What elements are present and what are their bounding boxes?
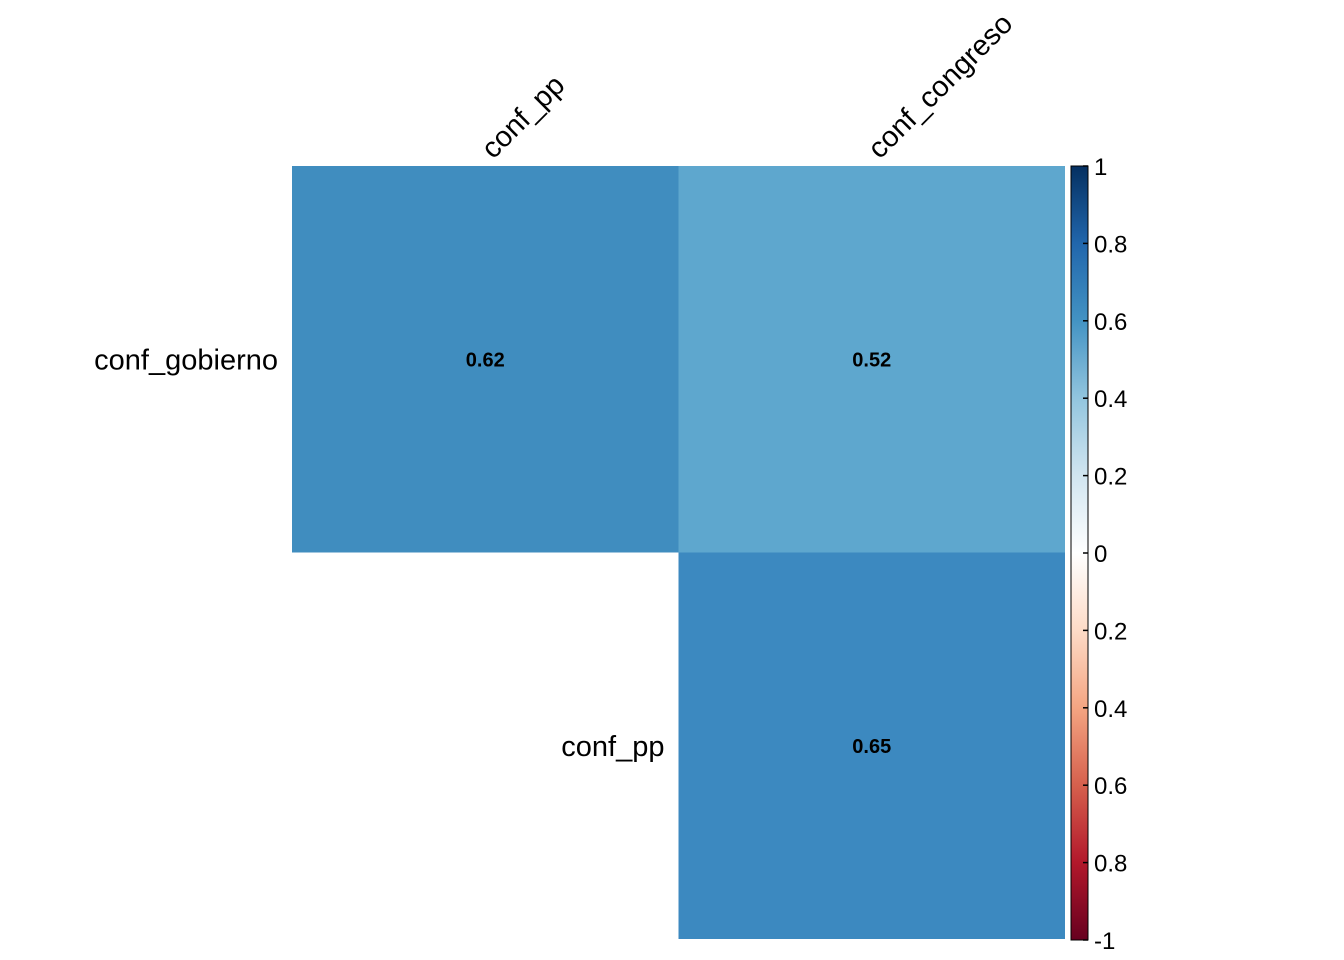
cell-conf-gobierno-conf-congreso bbox=[678, 166, 1065, 553]
cell-value-label: 0.65 bbox=[852, 736, 891, 758]
colorbar-tick-label: 0.2 bbox=[1094, 618, 1127, 645]
row-label-conf-gobierno: conf_gobierno bbox=[94, 344, 278, 376]
cell-value-label: 0.52 bbox=[852, 349, 891, 371]
column-labels: conf_pp conf_congreso bbox=[476, 8, 1020, 165]
colorbar-tick-label: 0.8 bbox=[1094, 851, 1127, 878]
colorbar-tick-label: 0.2 bbox=[1094, 464, 1127, 491]
colorbar-tick-label: -1 bbox=[1094, 928, 1115, 955]
cell-value-labels: 0.62 0.52 0.65 bbox=[466, 349, 891, 758]
colorbar-tick-label: 0 bbox=[1094, 541, 1107, 568]
colorbar-tick-label: 0.4 bbox=[1094, 696, 1127, 723]
colorbar-tick-label: 0.6 bbox=[1094, 309, 1127, 336]
colorbar: 1 0.8 0.6 0.4 0.2 0 0.2 0.4 0.6 0.8 -1 bbox=[1070, 154, 1127, 955]
column-label-conf-pp: conf_pp bbox=[476, 69, 572, 165]
colorbar-tick-label: 0.4 bbox=[1094, 386, 1127, 413]
cell-value-label: 0.62 bbox=[466, 349, 505, 371]
heatmap-cells bbox=[292, 166, 1065, 939]
row-label-conf-pp: conf_pp bbox=[561, 731, 664, 763]
column-label-conf-congreso: conf_congreso bbox=[862, 8, 1019, 165]
cell-conf-gobierno-conf-pp bbox=[292, 166, 679, 553]
colorbar-tick-label: 0.8 bbox=[1094, 231, 1127, 258]
row-labels: conf_gobierno conf_pp bbox=[94, 344, 664, 763]
colorbar-tick-label: 0.6 bbox=[1094, 773, 1127, 800]
cell-conf-pp-conf-congreso bbox=[678, 552, 1065, 939]
colorbar-tick-label: 1 bbox=[1094, 154, 1107, 181]
